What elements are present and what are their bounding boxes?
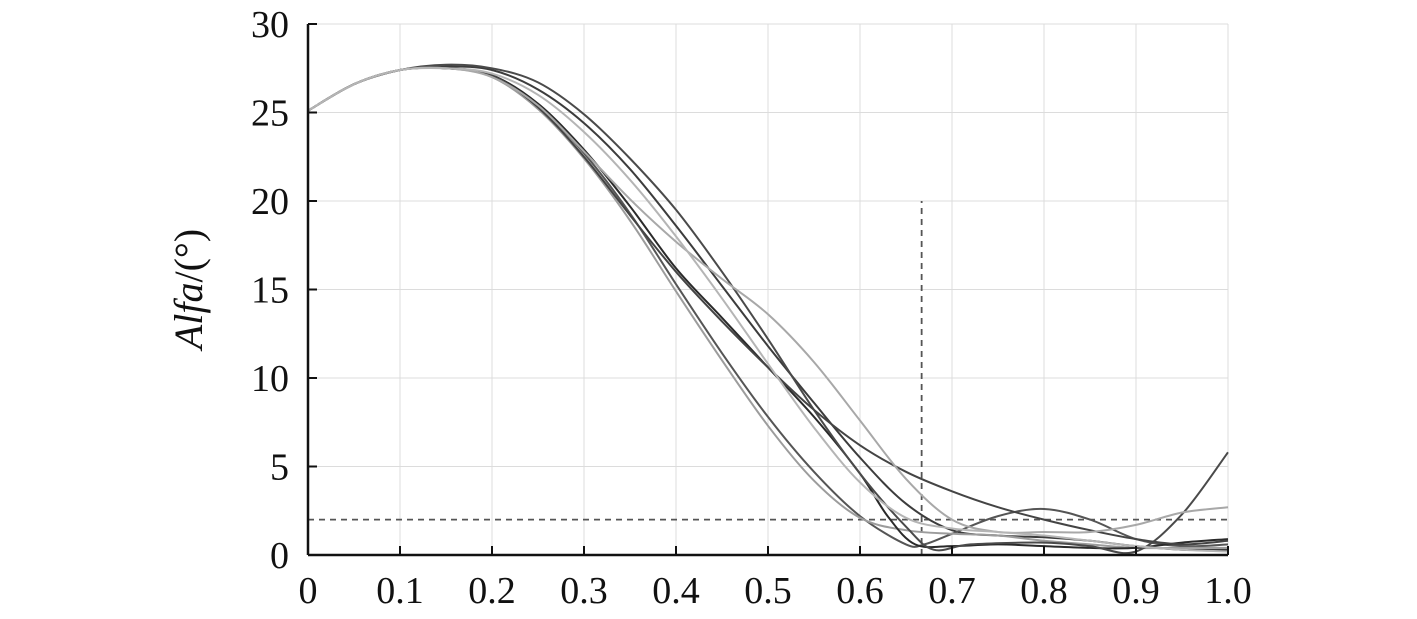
x-tick-label: 0 bbox=[299, 570, 318, 612]
y-tick-label: 5 bbox=[270, 447, 289, 489]
y-tick-label: 25 bbox=[251, 93, 289, 135]
x-tick-label: 0.6 bbox=[836, 570, 884, 612]
axes bbox=[306, 23, 1229, 557]
x-tick-label: 0.5 bbox=[744, 570, 792, 612]
x-tick-label: 0.9 bbox=[1112, 570, 1160, 612]
x-tick-label: 0.4 bbox=[652, 570, 700, 612]
series-lines bbox=[307, 63, 1229, 555]
x-tick-label: 0.1 bbox=[376, 570, 424, 612]
y-axis-title-italic: Alfa bbox=[166, 283, 211, 353]
y-tick-labels: 0 5 10 15 20 25 30 bbox=[251, 4, 289, 577]
y-tick-label: 30 bbox=[251, 4, 289, 46]
y-axis-title: Alfa/(°) bbox=[166, 229, 211, 352]
x-tick-label: 0.3 bbox=[560, 570, 608, 612]
y-tick-label: 10 bbox=[251, 358, 289, 400]
x-tick-label: 1.0 bbox=[1204, 570, 1252, 612]
x-tick-labels: 0 0.1 0.2 0.3 0.4 0.5 0.6 0.7 0.8 0.9 1.0 bbox=[299, 570, 1252, 612]
x-tick-label: 0.7 bbox=[928, 570, 976, 612]
y-tick-label: 15 bbox=[251, 270, 289, 312]
grid-lines bbox=[308, 23, 1229, 555]
y-tick-label: 20 bbox=[251, 181, 289, 223]
y-tick-label: 0 bbox=[270, 535, 289, 577]
series-line-5 bbox=[307, 63, 1229, 555]
x-tick-label: 0.2 bbox=[468, 570, 516, 612]
y-axis-title-unit: /(°) bbox=[166, 229, 211, 283]
x-tick-label: 0.8 bbox=[1020, 570, 1068, 612]
series-line-8 bbox=[307, 66, 1229, 553]
